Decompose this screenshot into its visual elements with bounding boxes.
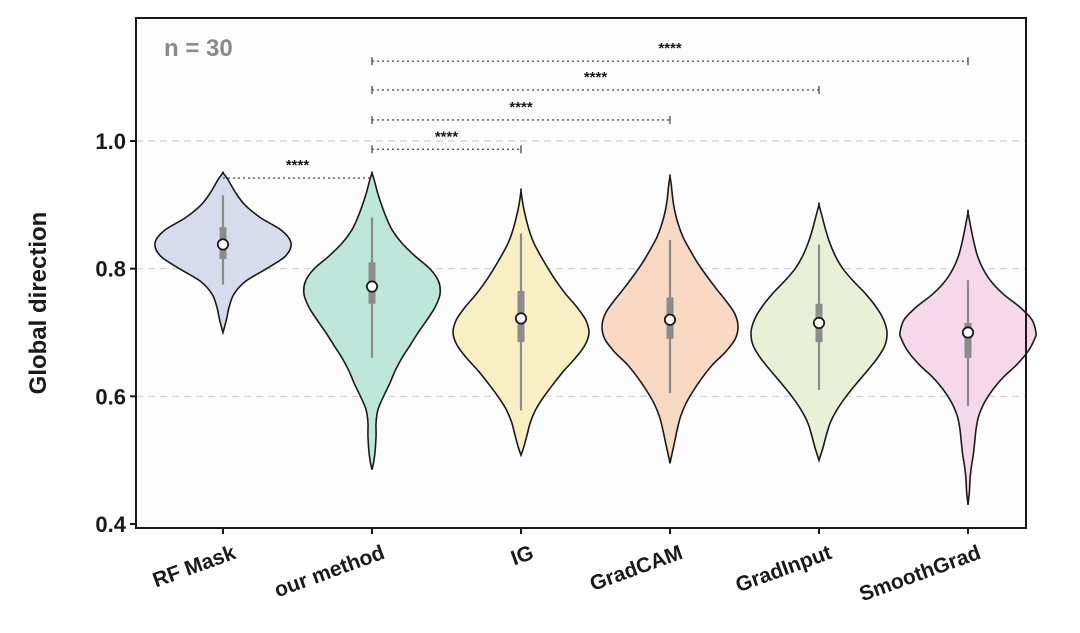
x-tick-label: GradCAM [587,541,686,596]
plot-background [136,18,1026,528]
significance-bracket: **** [371,99,671,124]
x-tick-label: IG [508,541,537,570]
sample-size-annotation: n = 30 [164,35,233,62]
violin-median-marker [514,312,528,325]
y-tick-label: 0.8 [95,257,126,282]
violin-gradinput [750,202,888,463]
significance-brackets: **** **** **** **** **** [223,40,969,179]
violin-ig [452,188,590,458]
x-axis: RF Mask our method IG GradCAM GradInput Smoot… [150,528,984,606]
significance-bracket: **** [371,40,969,66]
significance-label: **** [584,69,608,86]
y-tick-label: 0.6 [95,384,126,409]
x-tick-label: GradInput [733,541,835,597]
violin-median-marker [663,313,677,326]
y-axis: 0.4 0.6 0.8 1.0 [95,129,136,537]
x-tick-label: RF Mask [150,541,239,592]
significance-label: **** [658,40,682,57]
significance-bracket: **** [223,157,372,179]
violin-our-method [302,171,442,470]
violin-median-marker [812,316,826,330]
violin-median-marker [365,280,379,293]
violin-rf-mask [154,171,292,336]
violin-iqr-box [964,322,972,359]
grid-lines [136,140,1026,397]
y-tick-label: 1.0 [95,129,126,154]
y-tick-label: 0.4 [95,512,126,537]
significance-label: **** [435,128,459,145]
y-axis-label: Global direction [25,212,52,395]
significance-label: **** [286,157,310,174]
plot-frame [135,17,1027,529]
violin-median-marker [216,238,230,251]
significance-bracket: **** [371,69,820,94]
violin-gradcam [601,174,739,464]
significance-label: **** [509,99,533,116]
violin-smoothgrad [899,209,1037,505]
violin-median-marker [961,326,975,339]
x-tick-label: SmoothGrad [856,541,983,606]
violins [154,171,1037,505]
x-tick-label: our method [271,541,387,602]
significance-bracket: **** [371,128,522,154]
